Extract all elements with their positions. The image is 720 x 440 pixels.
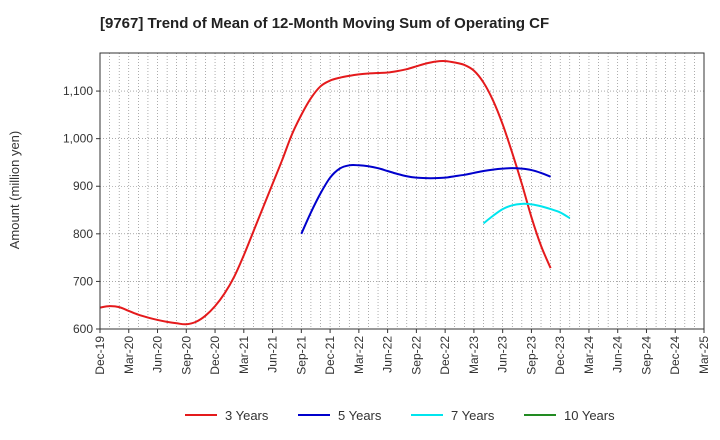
legend: 3 Years 5 Years 7 Years 10 Years <box>185 408 615 423</box>
chart-title: [9767] Trend of Mean of 12-Month Moving … <box>100 15 549 32</box>
y-tick-label: 900 <box>73 179 93 193</box>
series-layer <box>99 60 571 326</box>
x-tick-label: Sep-24 <box>639 336 653 375</box>
x-tick-label: Dec-23 <box>553 336 567 375</box>
x-tick-label: Dec-20 <box>208 336 222 375</box>
x-tick-label: Sep-20 <box>179 336 193 375</box>
x-tick-label: Jun-24 <box>611 336 625 373</box>
x-tick-label: Sep-22 <box>409 336 423 375</box>
legend-label: 10 Years <box>564 408 615 423</box>
x-tick-label: Sep-21 <box>294 336 308 375</box>
x-tick-label: Jun-20 <box>151 336 165 373</box>
y-axis-label: Amount (million yen) <box>7 131 22 250</box>
y-tick-label: 600 <box>73 322 93 336</box>
y-tick-label: 700 <box>73 274 93 288</box>
plot-frame <box>99 52 705 330</box>
x-tick-label: Mar-24 <box>582 336 596 374</box>
x-tick-label: Jun-21 <box>266 336 280 373</box>
x-tick-label: Mar-25 <box>697 336 711 374</box>
x-tick-label: Sep-23 <box>524 336 538 375</box>
legend-label: 5 Years <box>338 408 382 423</box>
legend-label: 7 Years <box>451 408 495 423</box>
x-tick-label: Mar-22 <box>352 336 366 374</box>
x-tick-label: Dec-22 <box>438 336 452 375</box>
x-tick-label: Dec-19 <box>93 336 107 375</box>
x-tick-label: Jun-23 <box>496 336 510 373</box>
series-line-3-years <box>99 60 552 326</box>
grid-layer <box>100 53 704 329</box>
series-line-7-years <box>482 202 571 225</box>
x-tick-label: Mar-23 <box>467 336 481 374</box>
x-tick-label: Dec-24 <box>668 336 682 375</box>
x-tick-label: Mar-21 <box>237 336 251 374</box>
plot-area <box>100 53 704 329</box>
y-tick-label: 1,100 <box>63 84 93 98</box>
x-tick-label: Dec-21 <box>323 336 337 375</box>
y-tick-label: 800 <box>73 227 93 241</box>
x-tick-label: Jun-22 <box>381 336 395 373</box>
series-line-5-years <box>300 164 551 235</box>
y-tick-label: 1,000 <box>63 132 93 146</box>
y-tick-labels: 600 700 800 900 1,000 1,100 <box>63 84 100 336</box>
x-tick-label: Mar-20 <box>122 336 136 374</box>
x-tick-labels: Dec-19 Mar-20 Jun-20 Sep-20 Dec-20 Mar-21 Jun-… <box>93 329 711 375</box>
legend-label: 3 Years <box>225 408 269 423</box>
